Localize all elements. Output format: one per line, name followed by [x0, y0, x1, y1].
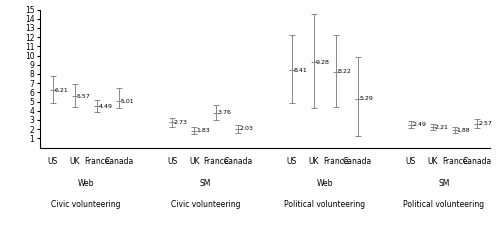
- Text: Web: Web: [316, 178, 333, 188]
- Text: 5.01: 5.01: [120, 99, 134, 104]
- Text: France: France: [442, 157, 468, 166]
- Text: UK: UK: [428, 157, 438, 166]
- Text: 2.03: 2.03: [240, 126, 254, 131]
- Text: UK: UK: [70, 157, 80, 166]
- Text: 8.22: 8.22: [337, 69, 351, 74]
- Text: US: US: [48, 157, 58, 166]
- Text: SM: SM: [438, 178, 450, 188]
- Text: UK: UK: [308, 157, 319, 166]
- Text: Canada: Canada: [462, 157, 492, 166]
- Text: Canada: Canada: [343, 157, 372, 166]
- Text: 4.49: 4.49: [98, 104, 112, 109]
- Text: France: France: [323, 157, 348, 166]
- Text: SM: SM: [200, 178, 211, 188]
- Text: 3.76: 3.76: [218, 110, 232, 115]
- Text: 2.57: 2.57: [478, 121, 492, 126]
- Text: Canada: Canada: [224, 157, 253, 166]
- Text: France: France: [204, 157, 229, 166]
- Text: Civic volunteering: Civic volunteering: [170, 200, 240, 209]
- Text: 5.57: 5.57: [76, 94, 90, 99]
- Text: 2.73: 2.73: [174, 120, 188, 125]
- Text: 2.21: 2.21: [434, 125, 448, 130]
- Text: Canada: Canada: [104, 157, 134, 166]
- Text: 2.49: 2.49: [412, 122, 426, 127]
- Text: UK: UK: [189, 157, 200, 166]
- Text: US: US: [167, 157, 177, 166]
- Text: 1.83: 1.83: [196, 128, 209, 133]
- Text: US: US: [286, 157, 296, 166]
- Text: 5.29: 5.29: [360, 96, 373, 101]
- Text: 6.21: 6.21: [54, 88, 68, 93]
- Text: France: France: [84, 157, 110, 166]
- Text: Political volunteering: Political volunteering: [284, 200, 365, 209]
- Text: Web: Web: [78, 178, 94, 188]
- Text: 8.41: 8.41: [293, 68, 307, 73]
- Text: 1.88: 1.88: [456, 128, 470, 133]
- Text: Political volunteering: Political volunteering: [404, 200, 484, 209]
- Text: Civic volunteering: Civic volunteering: [52, 200, 121, 209]
- Text: US: US: [406, 157, 416, 166]
- Text: 9.28: 9.28: [315, 60, 329, 65]
